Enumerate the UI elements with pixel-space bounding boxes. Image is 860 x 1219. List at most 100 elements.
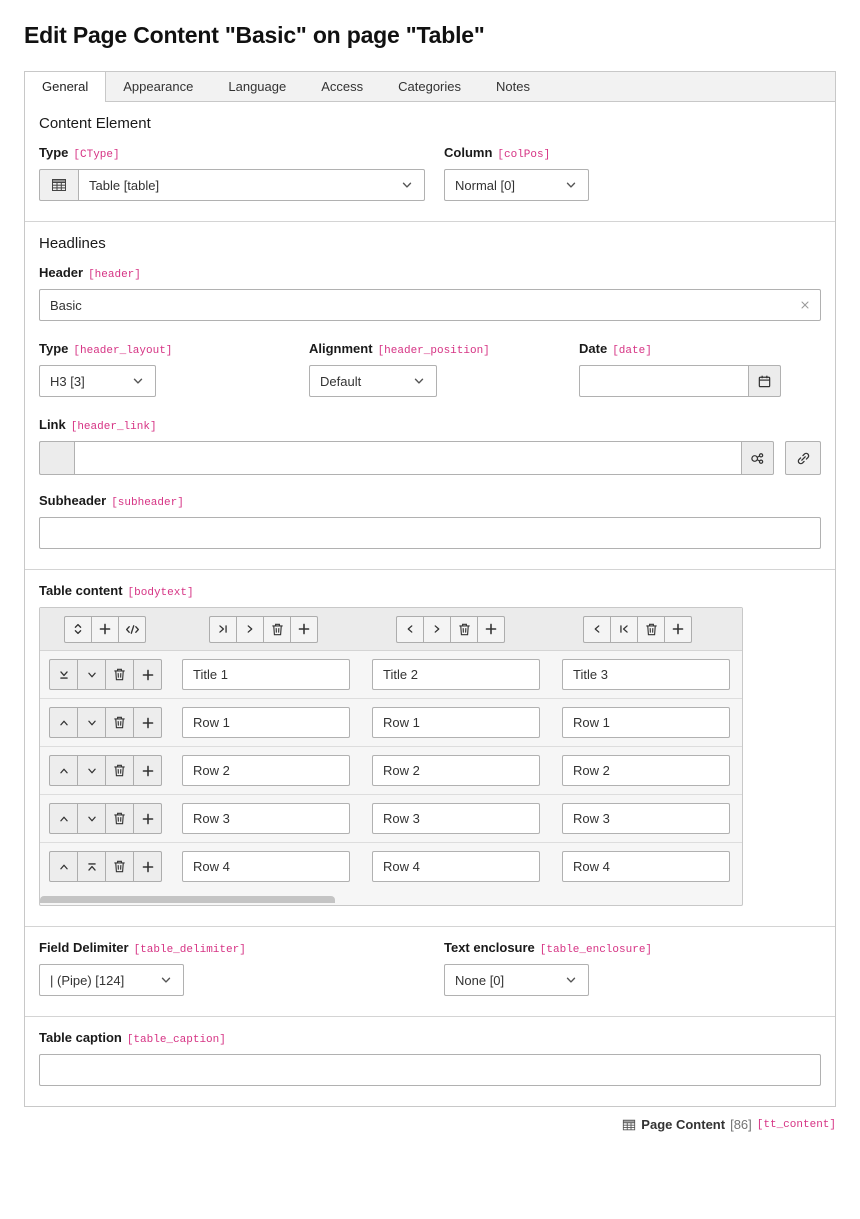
header-layout-select[interactable]: H3 [3] [39,365,156,397]
chevron-down-icon [85,764,99,778]
colpos-select[interactable]: Normal [0] [444,169,589,201]
tab-categories[interactable]: Categories [398,79,461,94]
table-delimiter-value: | (Pipe) [124] [50,972,125,988]
table-cell-input[interactable] [372,659,540,690]
link-browser-button[interactable] [785,441,821,475]
col2-move-left-button[interactable] [396,615,424,643]
table-enclosure-select[interactable]: None [0] [444,964,589,996]
header-link-label: Link [header_link] [39,417,157,433]
col1-add-button[interactable] [290,615,318,643]
table-enclosure-label: Text enclosure [table_enclosure] [444,940,653,956]
plus-icon [141,668,155,682]
record-table-code: [tt_content] [756,1118,836,1131]
link-wizard-icon [750,451,765,466]
header-position-select[interactable]: Default [309,365,437,397]
header-code: [header] [88,269,141,281]
date-input[interactable] [579,365,749,397]
text-mode-button[interactable] [118,615,146,643]
table-cell-input[interactable] [372,755,540,786]
row2-delete-button[interactable] [105,707,134,738]
chevron-up-icon [57,764,71,778]
col3-delete-button[interactable] [637,615,665,643]
col3-move-left-button[interactable] [583,615,611,643]
link-input[interactable] [73,441,743,475]
table-cell-input[interactable] [372,851,540,882]
link-wizard-button[interactable] [741,441,774,475]
table-cell-input[interactable] [182,851,350,882]
row4-move-down-button[interactable] [77,803,106,834]
add-row-button[interactable] [91,615,119,643]
row2-move-down-button[interactable] [77,707,106,738]
table-cell-input[interactable] [562,659,730,690]
col1-move-end-button[interactable] [209,615,237,643]
scrollbar-thumb[interactable] [40,896,335,903]
header-input[interactable] [39,289,821,321]
table-cell-input[interactable] [562,755,730,786]
col3-move-start-button[interactable] [610,615,638,643]
col1-delete-button[interactable] [263,615,291,643]
row5-add-button[interactable] [133,851,162,882]
chevron-right-icon [243,622,257,636]
chevron-down-icon [400,178,414,192]
row2-move-up-button[interactable] [49,707,78,738]
chevron-down-icon [564,973,578,987]
plus-icon [141,716,155,730]
subheader-input[interactable] [39,517,821,549]
table-cell-input[interactable] [562,803,730,834]
record-uid: [86] [730,1117,752,1132]
row1-delete-button[interactable] [105,659,134,690]
col2-delete-button[interactable] [450,615,478,643]
clear-icon[interactable] [799,289,811,321]
row1-move-bottom-button[interactable] [49,659,78,690]
trash-icon [112,667,127,682]
table-cell-input[interactable] [182,755,350,786]
col3-add-button[interactable] [664,615,692,643]
section-heading: Content Element [39,115,151,132]
table-cell-input[interactable] [372,707,540,738]
link-icon [796,451,811,466]
table-cell-input[interactable] [372,803,540,834]
section-table-content: Table content [bodytext] [25,569,835,926]
row3-move-down-button[interactable] [77,755,106,786]
calendar-icon [757,374,772,389]
table-cell-input[interactable] [182,803,350,834]
chevron-right-to-line-icon [216,622,230,636]
table-delimiter-select[interactable]: | (Pipe) [124] [39,964,184,996]
tab-language[interactable]: Language [228,79,287,94]
tab-appearance[interactable]: Appearance [123,79,194,94]
row5-move-up-button[interactable] [49,851,78,882]
header-layout-value: H3 [3] [50,373,85,389]
expand-fields-button[interactable] [64,615,92,643]
table-cell-input[interactable] [182,659,350,690]
tab-general[interactable]: General [25,72,107,102]
content-type-icon [39,169,79,201]
row4-add-button[interactable] [133,803,162,834]
col2-move-right-button[interactable] [423,615,451,643]
ctype-select[interactable]: Table [table] [78,169,425,201]
section-headlines: Headlines Header[header] Type[header_lay… [25,221,835,569]
tab-access[interactable]: Access [321,79,364,94]
horizontal-scrollbar[interactable] [40,890,742,905]
table-caption-input[interactable] [39,1054,821,1086]
subheader-code: [subheader] [111,497,184,509]
table-row [40,651,742,698]
col1-move-right-button[interactable] [236,615,264,643]
calendar-button[interactable] [747,365,781,397]
row1-move-down-button[interactable] [77,659,106,690]
row5-delete-button[interactable] [105,851,134,882]
row3-move-up-button[interactable] [49,755,78,786]
row5-move-top-button[interactable] [77,851,106,882]
section-heading: Headlines [39,235,106,252]
row1-add-button[interactable] [133,659,162,690]
tab-notes[interactable]: Notes [496,79,530,94]
table-delimiter-code: [table_delimiter] [133,944,246,956]
table-cell-input[interactable] [182,707,350,738]
row3-add-button[interactable] [133,755,162,786]
row4-move-up-button[interactable] [49,803,78,834]
col2-add-button[interactable] [477,615,505,643]
row2-add-button[interactable] [133,707,162,738]
table-cell-input[interactable] [562,851,730,882]
table-cell-input[interactable] [562,707,730,738]
row4-delete-button[interactable] [105,803,134,834]
row3-delete-button[interactable] [105,755,134,786]
